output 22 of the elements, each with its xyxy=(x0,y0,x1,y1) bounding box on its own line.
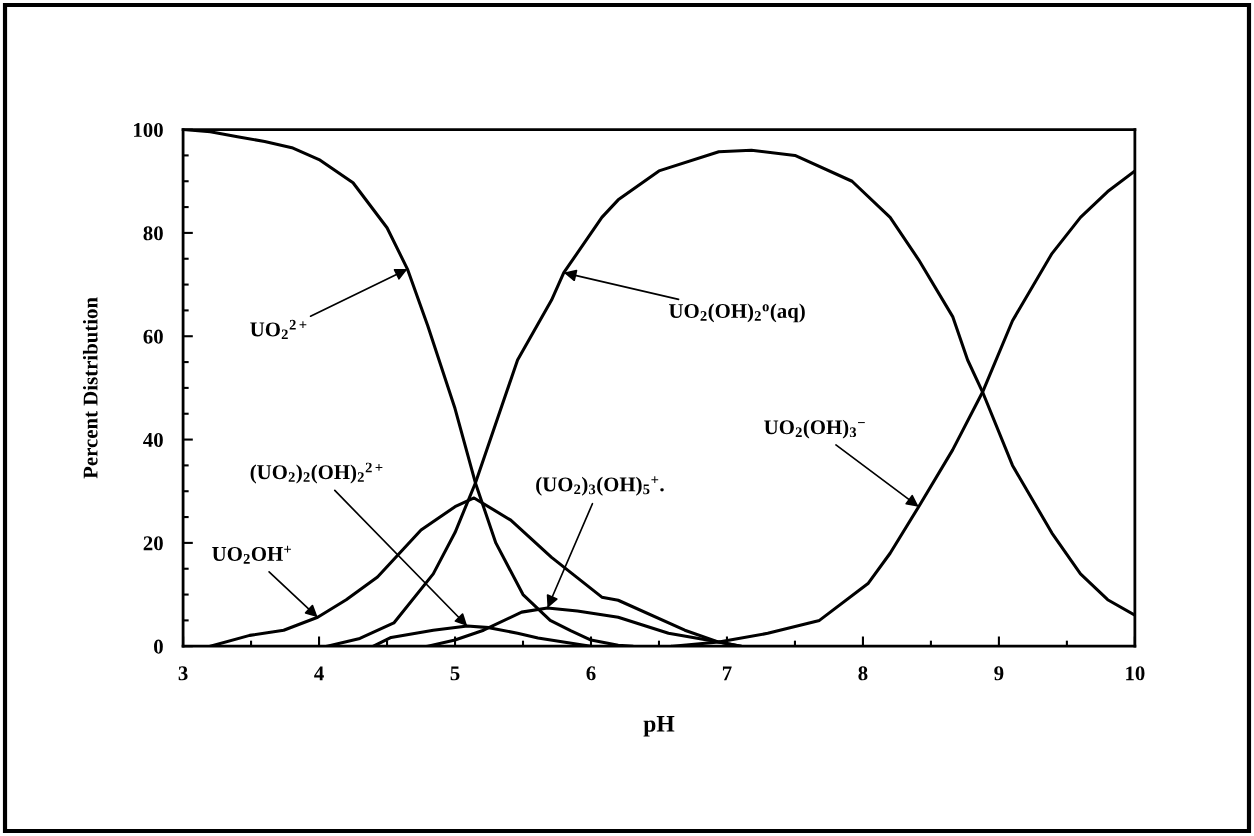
x-tick-label: 6 xyxy=(586,666,596,681)
annotation: (UO$_{2}$)$_{3}$(OH)$_{5}$$^{+}$. xyxy=(536,476,664,496)
y-tick-label: 60 xyxy=(143,329,163,344)
y-tick-label: 20 xyxy=(143,536,163,551)
y-axis-title: Percent Distribution xyxy=(82,297,98,479)
x-tick-label: 9 xyxy=(994,666,1004,681)
y-tick-label: 0 xyxy=(154,639,163,654)
x-tick-label: 7 xyxy=(722,666,732,681)
x-tick-label: 3 xyxy=(178,666,188,681)
y-tick-label: 80 xyxy=(143,226,163,241)
x-tick-label: 8 xyxy=(858,666,868,681)
x-tick-label: 4 xyxy=(314,666,324,681)
x-axis-title: pH xyxy=(643,716,675,737)
y-tick-label: 40 xyxy=(143,432,163,447)
x-tick-label: 5 xyxy=(450,666,460,681)
annotation: UO$_{2}$(OH)$_{3}$$^{−}$ xyxy=(764,419,865,439)
annotation: UO$_{2}$$^{2+}$ xyxy=(250,319,307,340)
annotation: UO$_{2}$OH$^{+}$ xyxy=(212,545,291,564)
y-tick-label: 100 xyxy=(134,122,163,138)
x-tick-label: 10 xyxy=(1126,666,1145,681)
annotation: UO$_{2}$(OH)$_{2}$$^{o}$(aq) xyxy=(669,303,805,323)
annotation: (UO$_{2}$)$_{2}$(OH)$_{2}$$^{2+}$ xyxy=(250,462,383,484)
